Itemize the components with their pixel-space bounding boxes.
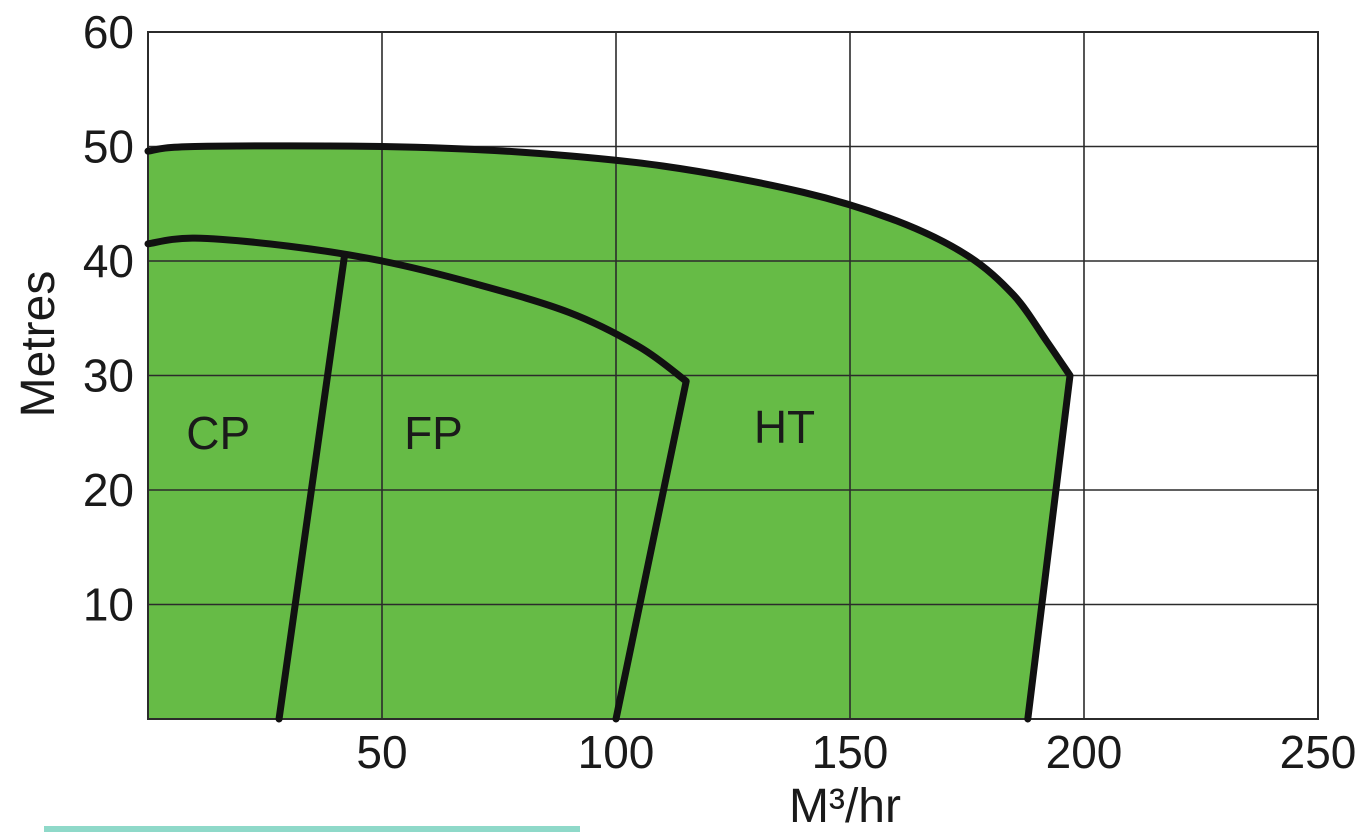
operating-envelope-fill bbox=[148, 145, 1070, 719]
grid bbox=[147, 31, 1319, 720]
plot-frame bbox=[147, 31, 1319, 720]
x-tick-200: 200 bbox=[1046, 726, 1123, 778]
envelope-area bbox=[148, 145, 1070, 719]
region-label-fp: FP bbox=[404, 407, 463, 459]
x-tick-250: 250 bbox=[1280, 726, 1357, 778]
y-tick-40: 40 bbox=[83, 235, 134, 287]
x-tick-50: 50 bbox=[356, 726, 407, 778]
x-axis-label: M³/hr bbox=[789, 780, 901, 832]
x-tick-150: 150 bbox=[812, 726, 889, 778]
region-label-ht: HT bbox=[754, 401, 815, 453]
y-axis-label: Metres bbox=[12, 271, 65, 418]
curve-fp bbox=[144, 234, 690, 723]
curve-cp bbox=[275, 251, 349, 723]
x-axis-ticks: 50 100 150 200 250 bbox=[356, 726, 1356, 778]
y-tick-30: 30 bbox=[83, 350, 134, 402]
curve-ht bbox=[144, 142, 1074, 723]
y-tick-20: 20 bbox=[83, 464, 134, 516]
y-tick-10: 10 bbox=[83, 579, 134, 631]
bottom-accent-bar bbox=[44, 826, 580, 832]
y-tick-60: 60 bbox=[83, 6, 134, 58]
region-label-cp: CP bbox=[186, 407, 250, 459]
y-axis-ticks: 10 20 30 40 50 60 bbox=[83, 6, 134, 631]
x-tick-100: 100 bbox=[578, 726, 655, 778]
y-tick-50: 50 bbox=[83, 121, 134, 173]
region-labels: CP FP HT bbox=[186, 401, 815, 459]
curves bbox=[144, 142, 1074, 723]
